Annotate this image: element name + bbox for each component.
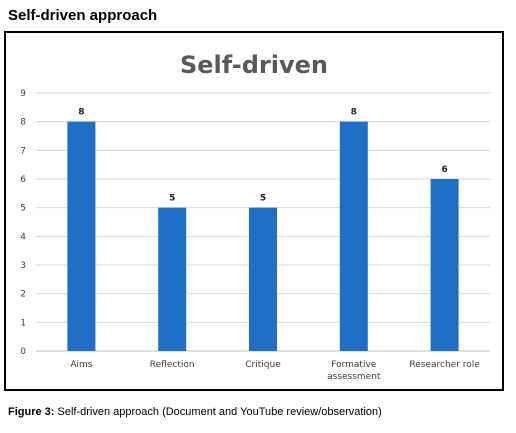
chart-frame: Self-driven 0 1 2 3 4 5 6 7 8 9 8 Aims 5 Reflection 5 C… bbox=[4, 31, 504, 391]
x-tick-label: Aims bbox=[70, 360, 92, 370]
data-label: 5 bbox=[169, 194, 175, 204]
y-tick-label: 7 bbox=[20, 146, 26, 156]
y-tick-label: 9 bbox=[20, 89, 26, 99]
y-tick-label: 2 bbox=[20, 290, 26, 300]
x-tick-label: Reflection bbox=[150, 360, 195, 370]
bar-chart: Self-driven 0 1 2 3 4 5 6 7 8 9 8 Aims 5 Reflection 5 C… bbox=[20, 51, 490, 382]
y-tick-label: 3 bbox=[20, 261, 26, 271]
x-tick-label: Critique bbox=[245, 360, 281, 370]
x-tick-label: Researcher role bbox=[409, 360, 480, 370]
data-label: 5 bbox=[260, 194, 266, 204]
data-label: 8 bbox=[351, 108, 357, 118]
data-label: 6 bbox=[441, 165, 447, 175]
chart-title: Self-driven bbox=[180, 51, 328, 79]
x-tick-label: Formative assessment bbox=[327, 360, 381, 382]
section-heading: Self-driven approach bbox=[8, 7, 158, 24]
y-tick-label: 5 bbox=[20, 204, 26, 214]
bar bbox=[67, 121, 96, 352]
figure-caption-label: Figure 3: bbox=[8, 406, 55, 418]
bar bbox=[430, 179, 459, 351]
y-tick-label: 4 bbox=[20, 232, 26, 242]
y-tick-label: 1 bbox=[20, 318, 26, 328]
y-tick-label: 6 bbox=[20, 175, 26, 185]
data-label: 8 bbox=[78, 108, 84, 118]
figure-caption-text: Self-driven approach (Document and YouTu… bbox=[54, 406, 382, 418]
bar bbox=[249, 207, 277, 351]
y-tick-label: 0 bbox=[20, 347, 26, 357]
figure-caption: Figure 3: Self-driven approach (Document… bbox=[8, 406, 382, 418]
bar bbox=[339, 121, 368, 352]
bar bbox=[158, 207, 187, 351]
y-tick-label: 8 bbox=[20, 118, 26, 128]
